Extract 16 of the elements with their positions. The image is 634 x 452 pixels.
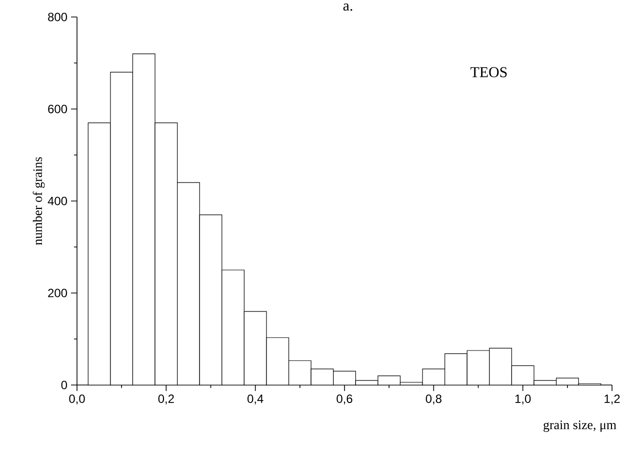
- y-tick-label: 400: [48, 196, 68, 206]
- x-tick-label: 0,8: [426, 394, 442, 404]
- annotation: TEOS: [470, 67, 507, 78]
- x-tick-label: 0,6: [336, 394, 352, 404]
- y-axis-title: number of grains: [32, 157, 45, 245]
- x-tick-label: 1,2: [604, 394, 620, 404]
- chart-title: a.: [343, 4, 352, 11]
- x-axis-title: grain size, μm: [544, 420, 616, 432]
- y-tick-label: 800: [48, 12, 68, 22]
- x-tick-label: 0,4: [247, 394, 264, 404]
- y-tick-label: 200: [48, 288, 68, 298]
- x-tick-label: 1,0: [515, 394, 531, 404]
- y-tick-label: 600: [48, 104, 68, 114]
- x-tick-label: 0,0: [69, 394, 85, 404]
- y-tick-label: 0: [61, 380, 68, 390]
- x-tick-label: 0,2: [158, 394, 174, 404]
